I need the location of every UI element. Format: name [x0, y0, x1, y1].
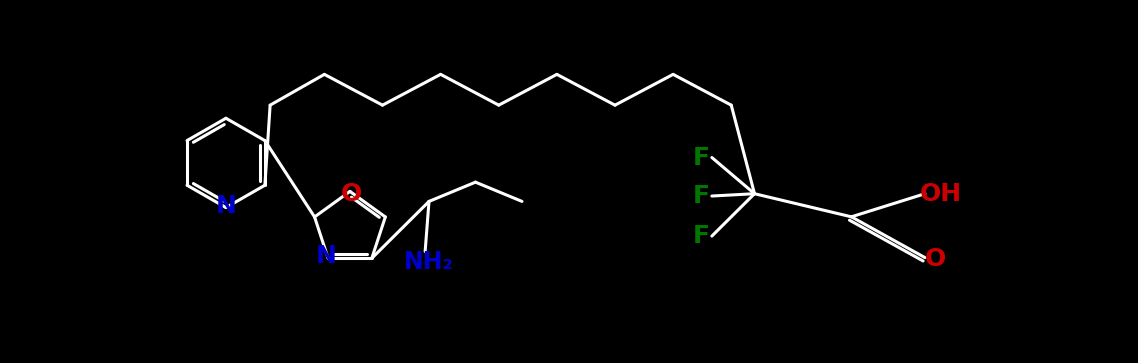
- Text: O: O: [341, 182, 362, 206]
- Text: N: N: [215, 194, 237, 218]
- Text: F: F: [693, 184, 709, 208]
- Text: O: O: [925, 247, 947, 271]
- Text: F: F: [693, 224, 709, 248]
- Text: NH₂: NH₂: [404, 250, 454, 274]
- Text: OH: OH: [920, 182, 962, 206]
- Text: F: F: [693, 146, 709, 170]
- Text: N: N: [316, 244, 337, 268]
